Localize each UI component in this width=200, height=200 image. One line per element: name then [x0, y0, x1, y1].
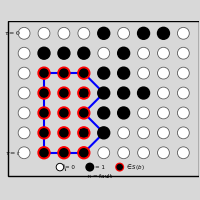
Circle shape — [157, 67, 169, 79]
Circle shape — [78, 47, 90, 59]
Circle shape — [98, 47, 110, 59]
Circle shape — [78, 87, 90, 99]
Circle shape — [40, 89, 48, 97]
Circle shape — [58, 47, 70, 59]
Circle shape — [58, 67, 70, 79]
Circle shape — [78, 107, 90, 119]
Circle shape — [18, 47, 30, 59]
Circle shape — [80, 109, 88, 117]
Circle shape — [60, 129, 68, 137]
Circle shape — [60, 149, 68, 157]
Circle shape — [86, 163, 94, 171]
Circle shape — [177, 147, 189, 159]
Circle shape — [116, 163, 123, 171]
Circle shape — [177, 107, 189, 119]
Circle shape — [177, 67, 189, 79]
Circle shape — [40, 69, 48, 77]
Circle shape — [98, 67, 110, 79]
Circle shape — [78, 67, 90, 79]
Circle shape — [38, 87, 50, 99]
Circle shape — [38, 107, 50, 119]
Text: $\tau = t$: $\tau = t$ — [5, 149, 21, 157]
Circle shape — [98, 87, 110, 99]
Circle shape — [177, 27, 189, 39]
Circle shape — [80, 89, 88, 97]
Circle shape — [38, 47, 50, 59]
Text: = 1: = 1 — [95, 165, 105, 170]
Circle shape — [78, 127, 90, 139]
Circle shape — [138, 127, 150, 139]
Circle shape — [157, 87, 169, 99]
Circle shape — [58, 107, 70, 119]
Circle shape — [80, 149, 88, 157]
Circle shape — [80, 69, 88, 77]
Circle shape — [60, 89, 68, 97]
Circle shape — [78, 27, 90, 39]
Circle shape — [118, 87, 130, 99]
Circle shape — [138, 27, 150, 39]
Circle shape — [138, 87, 150, 99]
Circle shape — [60, 69, 68, 77]
Circle shape — [38, 127, 50, 139]
Text: $\tau = 0$: $\tau = 0$ — [4, 29, 21, 37]
Circle shape — [58, 27, 70, 39]
Circle shape — [18, 147, 30, 159]
Circle shape — [138, 67, 150, 79]
Circle shape — [56, 163, 64, 171]
Text: $\in S(b)$: $\in S(b)$ — [125, 162, 145, 172]
Circle shape — [18, 27, 30, 39]
Circle shape — [18, 67, 30, 79]
Circle shape — [118, 67, 130, 79]
Text: = 0: = 0 — [65, 165, 75, 170]
Circle shape — [38, 147, 50, 159]
Circle shape — [58, 127, 70, 139]
Circle shape — [157, 47, 169, 59]
Circle shape — [177, 127, 189, 139]
Circle shape — [18, 127, 30, 139]
Circle shape — [58, 147, 70, 159]
Circle shape — [40, 149, 48, 157]
Circle shape — [60, 109, 68, 117]
Circle shape — [40, 129, 48, 137]
Circle shape — [138, 107, 150, 119]
Circle shape — [58, 87, 70, 99]
Circle shape — [98, 147, 110, 159]
Circle shape — [177, 87, 189, 99]
Circle shape — [118, 27, 130, 39]
Circle shape — [118, 147, 130, 159]
Circle shape — [118, 127, 130, 139]
Text: $\Lambda$: $\Lambda$ — [60, 162, 67, 173]
Text: $\times$ = fault: $\times$ = fault — [86, 172, 113, 180]
Circle shape — [157, 127, 169, 139]
Circle shape — [18, 87, 30, 99]
Circle shape — [40, 109, 48, 117]
Circle shape — [138, 47, 150, 59]
Circle shape — [18, 107, 30, 119]
Circle shape — [118, 47, 130, 59]
Circle shape — [80, 129, 88, 137]
Circle shape — [38, 27, 50, 39]
Circle shape — [78, 147, 90, 159]
Circle shape — [38, 67, 50, 79]
Circle shape — [157, 27, 169, 39]
Circle shape — [157, 107, 169, 119]
Circle shape — [98, 27, 110, 39]
Circle shape — [138, 147, 150, 159]
Circle shape — [157, 147, 169, 159]
Circle shape — [118, 107, 130, 119]
Circle shape — [177, 47, 189, 59]
Circle shape — [98, 107, 110, 119]
Circle shape — [98, 127, 110, 139]
Circle shape — [117, 165, 122, 170]
